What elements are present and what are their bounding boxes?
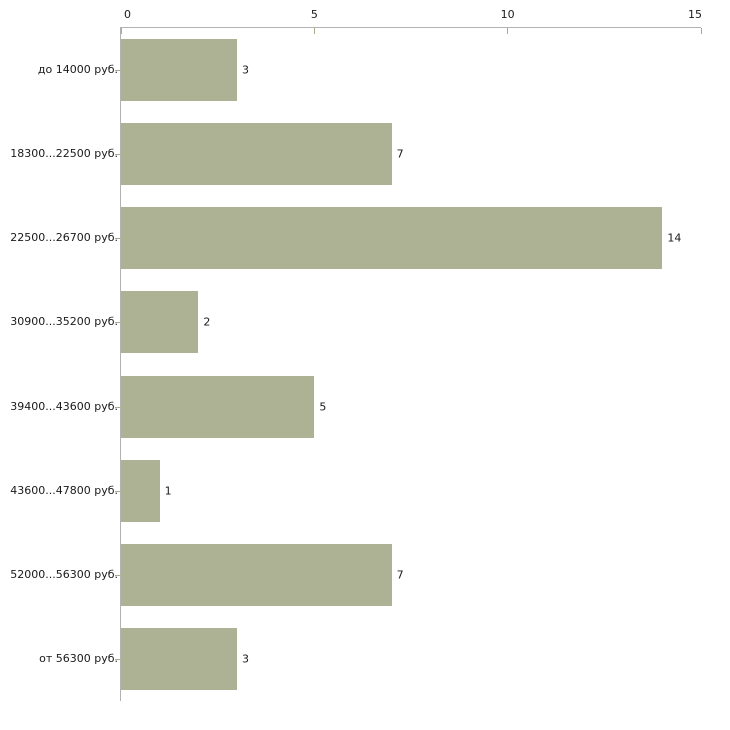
x-axis-tick (507, 28, 509, 34)
bar-value-label: 3 (242, 652, 249, 666)
category-label: 39400...43600 руб. (10, 399, 118, 413)
x-axis-tick-label: 0 (124, 8, 131, 21)
bar (121, 375, 315, 438)
category-label: 22500...26700 руб. (10, 231, 118, 245)
y-axis-line (120, 27, 121, 701)
bar-value-label: 14 (667, 231, 682, 245)
category-label: 43600...47800 руб. (10, 483, 118, 497)
y-axis-tick (115, 238, 120, 239)
bar-value-label: 5 (319, 400, 327, 414)
category-label: 52000...56300 руб. (10, 567, 118, 581)
bar (121, 39, 237, 102)
y-axis-tick (115, 575, 120, 576)
y-axis-tick (115, 70, 120, 71)
bar-value-label: 1 (164, 484, 172, 498)
x-axis-line (121, 27, 701, 28)
x-axis-tick (700, 28, 702, 34)
y-axis-tick (115, 491, 120, 492)
bar (121, 291, 199, 354)
y-axis-tick (115, 322, 120, 323)
bar-value-label: 3 (242, 63, 249, 77)
bar (121, 123, 392, 186)
bar (121, 459, 160, 522)
x-axis-tick-label: 10 (500, 8, 515, 21)
category-label: 30900...35200 руб. (10, 315, 118, 329)
x-axis-tick (313, 28, 315, 34)
bar (121, 627, 237, 690)
y-axis-tick (115, 154, 120, 155)
bar (121, 543, 392, 606)
x-axis-tick (120, 28, 122, 34)
y-axis-tick (115, 659, 120, 660)
bar-value-label: 2 (203, 315, 211, 329)
category-label: от 56300 руб. (39, 651, 118, 665)
x-axis-tick-label: 15 (688, 8, 702, 21)
bar-value-label: 7 (396, 147, 404, 161)
category-label: до 14000 руб. (37, 63, 118, 77)
y-axis-tick (115, 407, 120, 408)
category-label: 18300...22500 руб. (10, 147, 118, 161)
x-axis-tick-label: 5 (310, 8, 318, 21)
bar (121, 207, 663, 270)
bar-value-label: 7 (396, 568, 404, 582)
